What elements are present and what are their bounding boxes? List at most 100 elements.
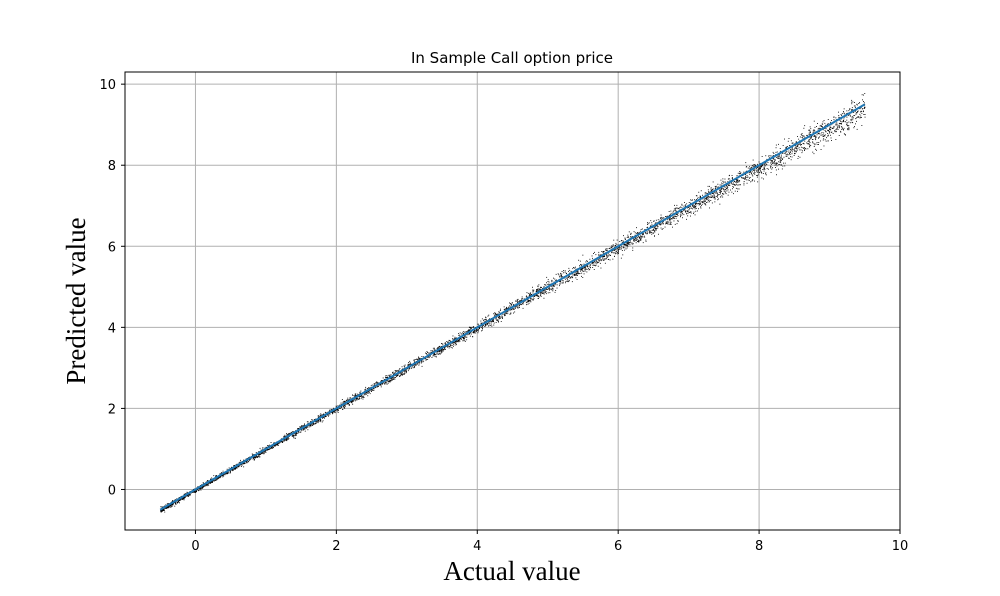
scatter-point	[388, 374, 390, 376]
scatter-point	[500, 308, 501, 310]
scatter-point	[526, 296, 528, 298]
scatter-point	[405, 370, 406, 372]
scatter-point	[666, 222, 668, 224]
scatter-point	[798, 147, 800, 149]
scatter-point	[809, 142, 811, 143]
scatter-point	[270, 447, 272, 449]
scatter-point	[418, 362, 420, 363]
scatter-point	[163, 508, 165, 510]
scatter-point	[570, 270, 572, 272]
scatter-point	[449, 341, 451, 342]
scatter-point	[340, 403, 342, 405]
scatter-point	[694, 208, 696, 210]
scatter-point	[700, 203, 701, 205]
scatter-point	[510, 303, 512, 305]
scatter-point	[561, 276, 563, 277]
scatter-point	[786, 153, 788, 155]
scatter-point	[847, 129, 849, 131]
scatter-point	[269, 444, 271, 446]
scatter-point	[370, 385, 372, 387]
scatter-point	[822, 134, 824, 135]
scatter-point	[708, 199, 710, 201]
scatter-point	[775, 167, 776, 168]
scatter-point	[217, 478, 218, 480]
scatter-point	[333, 411, 335, 413]
scatter-point	[162, 510, 164, 511]
scatter-point	[823, 136, 824, 137]
scatter-point	[398, 369, 400, 371]
scatter-point	[307, 421, 309, 423]
scatter-point	[523, 298, 525, 300]
scatter-point	[847, 128, 849, 130]
scatter-point	[179, 499, 181, 501]
scatter-point	[693, 206, 694, 208]
scatter-point	[803, 127, 805, 129]
scatter-point	[575, 268, 577, 270]
scatter-point	[580, 269, 582, 270]
scatter-point	[639, 240, 641, 241]
scatter-point	[348, 403, 349, 405]
scatter-point	[295, 433, 297, 435]
scatter-point	[264, 450, 266, 452]
scatter-point	[214, 480, 216, 481]
scatter-point	[815, 148, 816, 150]
scatter-point	[559, 285, 560, 287]
scatter-point	[432, 350, 434, 352]
scatter-point	[849, 114, 851, 116]
scatter-point	[383, 383, 385, 385]
scatter-point	[394, 370, 396, 372]
scatter-point	[343, 400, 345, 402]
scatter-point	[531, 298, 533, 300]
scatter-point	[659, 219, 661, 221]
scatter-point	[419, 358, 421, 360]
scatter-point	[165, 507, 167, 509]
scatter-point	[684, 202, 685, 203]
scatter-point	[792, 149, 794, 150]
scatter-point	[267, 445, 269, 446]
scatter-point	[580, 268, 582, 270]
scatter-point	[775, 163, 777, 165]
scatter-point	[235, 468, 236, 470]
scatter-point	[727, 194, 729, 196]
scatter-point	[655, 222, 656, 224]
scatter-point	[794, 149, 795, 151]
scatter-point	[620, 240, 622, 242]
scatter-point	[258, 453, 260, 455]
scatter-point	[516, 305, 517, 307]
scatter-point	[247, 460, 249, 462]
scatter-point	[533, 298, 535, 300]
scatter-point	[303, 424, 305, 426]
scatter-point	[813, 130, 815, 132]
scatter-point	[631, 243, 633, 245]
scatter-point	[351, 400, 353, 402]
scatter-point	[338, 407, 340, 409]
scatter-point	[286, 440, 288, 442]
scatter-point	[702, 202, 703, 203]
scatter-point	[848, 114, 849, 116]
scatter-point	[295, 433, 296, 435]
scatter-point	[700, 207, 702, 209]
scatter-point	[602, 259, 604, 261]
scatter-point	[585, 267, 587, 269]
scatter-point	[540, 293, 542, 295]
scatter-point	[563, 272, 565, 274]
scatter-point	[389, 379, 391, 381]
scatter-point	[442, 349, 444, 351]
scatter-point	[747, 179, 749, 181]
scatter-point	[235, 467, 237, 469]
scatter-point	[690, 199, 692, 201]
scatter-point	[796, 141, 797, 143]
scatter-point	[441, 350, 443, 352]
scatter-point	[771, 160, 773, 162]
scatter-point	[676, 216, 678, 217]
scatter-point	[651, 224, 653, 226]
scatter-point	[498, 317, 500, 319]
scatter-point	[367, 388, 368, 389]
scatter-point	[626, 237, 628, 238]
scatter-point	[786, 150, 788, 152]
scatter-point	[436, 351, 438, 353]
scatter-point	[534, 295, 536, 297]
scatter-point	[698, 191, 700, 193]
scatter-point	[721, 188, 723, 190]
scatter-point	[808, 129, 810, 131]
